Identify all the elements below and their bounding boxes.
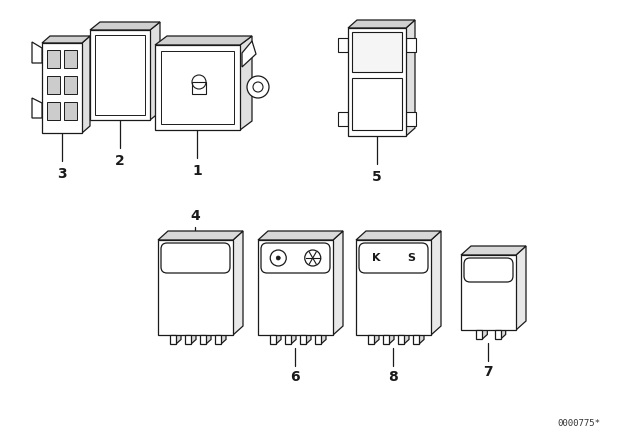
Bar: [161, 51, 234, 124]
Polygon shape: [240, 36, 252, 130]
Polygon shape: [389, 331, 394, 344]
Polygon shape: [158, 231, 243, 240]
Bar: [95, 35, 145, 115]
Polygon shape: [419, 331, 424, 344]
Bar: [64, 76, 77, 94]
Text: 6: 6: [290, 370, 300, 384]
Circle shape: [247, 76, 269, 98]
FancyBboxPatch shape: [261, 243, 330, 273]
Text: 7: 7: [483, 365, 493, 379]
Bar: [495, 330, 500, 339]
FancyBboxPatch shape: [359, 243, 428, 273]
Text: 8: 8: [388, 370, 398, 384]
Circle shape: [276, 256, 280, 260]
Bar: [64, 50, 77, 68]
Bar: [285, 335, 291, 344]
Polygon shape: [516, 246, 526, 330]
Polygon shape: [32, 42, 42, 63]
Polygon shape: [176, 331, 181, 344]
Polygon shape: [404, 331, 409, 344]
Bar: [398, 335, 404, 344]
Polygon shape: [32, 98, 42, 118]
Bar: [42, 43, 82, 133]
Bar: [352, 78, 402, 130]
Bar: [352, 32, 402, 72]
Text: S: S: [407, 253, 415, 263]
FancyBboxPatch shape: [464, 258, 513, 282]
Polygon shape: [406, 20, 415, 136]
Text: K: K: [372, 253, 381, 263]
Polygon shape: [150, 22, 160, 120]
Bar: [215, 335, 221, 344]
Bar: [185, 335, 191, 344]
Polygon shape: [356, 231, 441, 240]
Bar: [200, 335, 206, 344]
FancyBboxPatch shape: [161, 243, 230, 273]
Text: 3: 3: [57, 167, 67, 181]
Bar: [90, 30, 150, 120]
Bar: [476, 330, 483, 339]
Polygon shape: [321, 331, 326, 344]
Polygon shape: [276, 331, 281, 344]
Text: 2: 2: [115, 154, 125, 168]
Bar: [356, 240, 431, 335]
Bar: [406, 38, 416, 52]
Circle shape: [253, 82, 263, 92]
Polygon shape: [90, 22, 160, 30]
Bar: [348, 28, 406, 136]
Polygon shape: [306, 331, 311, 344]
Bar: [368, 335, 374, 344]
Polygon shape: [242, 41, 256, 67]
Bar: [170, 335, 176, 344]
Polygon shape: [348, 20, 415, 28]
Bar: [413, 335, 419, 344]
Polygon shape: [233, 231, 243, 335]
Polygon shape: [483, 326, 487, 339]
Polygon shape: [374, 331, 379, 344]
Polygon shape: [500, 326, 506, 339]
Bar: [64, 102, 77, 120]
Polygon shape: [191, 331, 196, 344]
Bar: [338, 112, 348, 126]
Polygon shape: [333, 231, 343, 335]
Polygon shape: [431, 231, 441, 335]
Polygon shape: [461, 246, 526, 255]
Bar: [47, 76, 60, 94]
Text: 4: 4: [190, 209, 200, 223]
Bar: [315, 335, 321, 344]
Bar: [192, 82, 206, 94]
Bar: [155, 45, 240, 130]
Bar: [47, 50, 60, 68]
Text: 1: 1: [192, 164, 202, 178]
Bar: [461, 255, 516, 330]
Bar: [258, 240, 333, 335]
Polygon shape: [82, 36, 90, 133]
Polygon shape: [155, 36, 252, 45]
Polygon shape: [206, 331, 211, 344]
Polygon shape: [258, 231, 343, 240]
Bar: [338, 38, 348, 52]
Bar: [406, 112, 416, 126]
Text: 5: 5: [372, 170, 382, 184]
Polygon shape: [291, 331, 296, 344]
Bar: [158, 240, 233, 335]
Bar: [47, 102, 60, 120]
Polygon shape: [42, 36, 90, 43]
Bar: [270, 335, 276, 344]
Polygon shape: [221, 331, 226, 344]
Text: 0000775*: 0000775*: [557, 419, 600, 428]
Bar: [300, 335, 306, 344]
Bar: [383, 335, 389, 344]
